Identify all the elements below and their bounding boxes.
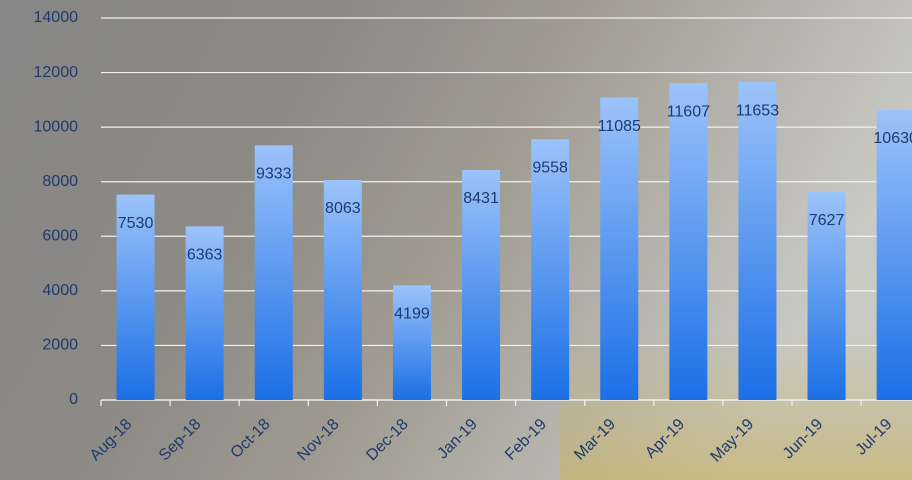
bar (807, 191, 846, 400)
y-tick-label: 12000 (34, 64, 79, 81)
y-tick-label: 2000 (42, 337, 78, 354)
y-tick-label: 6000 (42, 228, 78, 245)
value-label: 11085 (598, 118, 641, 135)
bar (392, 285, 431, 400)
y-tick-label: 0 (69, 391, 78, 408)
value-label: 8431 (463, 190, 499, 207)
value-label: 8063 (325, 200, 361, 217)
value-label: 7627 (809, 212, 845, 229)
y-tick-label: 8000 (42, 173, 78, 190)
bar (669, 83, 708, 401)
bar (254, 145, 293, 400)
bar (323, 179, 362, 400)
bar (116, 194, 155, 400)
value-label: 11607 (667, 104, 710, 121)
value-label: 6363 (187, 247, 223, 264)
bar (738, 82, 777, 400)
value-label: 7530 (118, 215, 154, 232)
bar (600, 97, 639, 401)
bar (185, 226, 224, 400)
value-label: 9333 (256, 166, 292, 183)
y-tick-label: 10000 (34, 118, 79, 135)
y-tick-label: 4000 (42, 282, 78, 299)
y-tick-label: 14000 (34, 9, 79, 26)
bar (462, 169, 501, 400)
value-label: 11653 (736, 102, 779, 119)
value-label: 9558 (532, 159, 568, 176)
value-label: 4199 (394, 306, 430, 323)
bar (531, 139, 570, 401)
bar (876, 109, 912, 401)
value-label: 10630 (873, 130, 912, 147)
